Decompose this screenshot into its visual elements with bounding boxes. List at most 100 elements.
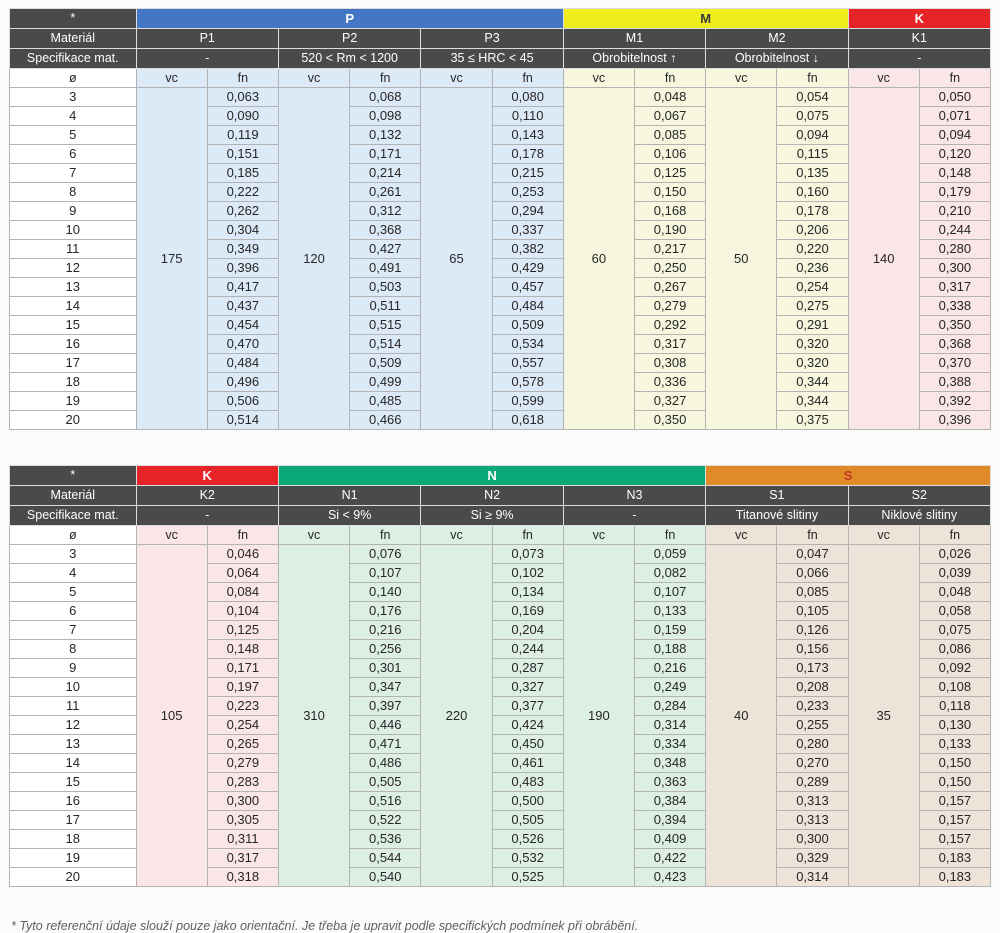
fn-value-M2: 0,206 [776, 220, 849, 240]
vc-value-P1: 175 [135, 87, 208, 430]
vc-value-S2: 35 [847, 544, 920, 887]
group-header-K: K [135, 465, 279, 486]
fn-value-P1: 0,185 [206, 163, 279, 183]
fn-value-M1: 0,308 [633, 353, 707, 373]
fn-value-K2: 0,318 [206, 867, 279, 887]
fn-value-S1: 0,233 [776, 696, 849, 716]
vc-header-K2: vc [135, 525, 208, 545]
material-P3: P3 [420, 28, 564, 49]
fn-value-P2: 0,214 [349, 163, 422, 183]
material-M1: M1 [562, 28, 707, 49]
fn-value-S2: 0,118 [918, 696, 992, 716]
fn-value-S1: 0,300 [776, 829, 849, 849]
fn-value-K2: 0,125 [206, 620, 279, 640]
fn-value-N3: 0,188 [633, 639, 707, 659]
material-S2: S2 [847, 485, 992, 506]
fn-value-M2: 0,094 [776, 125, 849, 145]
fn-value-P3: 0,557 [491, 353, 564, 373]
diameter-value: 16 [9, 334, 137, 354]
fn-value-K2: 0,311 [206, 829, 279, 849]
fn-value-M1: 0,106 [633, 144, 707, 164]
table-block-bottom: * K N S Materiál K2 N1 N2 N3 S1 S2 Specifikace mat.… [9, 465, 992, 887]
table-row: 11 0,223 0,397 0,377 0,284 0,233 0,118 [9, 696, 992, 716]
table-row: 19 0,317 0,544 0,532 0,422 0,329 0,183 [9, 848, 992, 868]
fn-value-K2: 0,300 [206, 791, 279, 811]
table-row: 12 0,254 0,446 0,424 0,314 0,255 0,130 [9, 715, 992, 735]
diameter-value: 5 [9, 582, 137, 602]
fn-value-N2: 0,244 [491, 639, 564, 659]
fn-value-P2: 0,503 [349, 277, 422, 297]
fn-value-P3: 0,382 [491, 239, 564, 259]
vc-value-K2: 105 [135, 544, 208, 887]
table-row: 3 175 0,063 120 0,068 65 0,080 60 0,048 50 0,054 14… [9, 87, 992, 430]
spec-label: Specifikace mat. [9, 48, 137, 69]
fn-value-N1: 0,176 [349, 601, 422, 621]
fn-value-N1: 0,076 [349, 544, 422, 564]
fn-value-M1: 0,350 [633, 410, 707, 430]
fn-value-N1: 0,397 [349, 696, 422, 716]
fn-value-K1: 0,396 [918, 410, 992, 430]
material-K1: K1 [847, 28, 992, 49]
diameter-value: 20 [9, 867, 137, 887]
fn-value-N2: 0,327 [491, 677, 564, 697]
diameter-value: 17 [9, 810, 137, 830]
fn-value-S2: 0,157 [918, 829, 992, 849]
fn-value-P1: 0,437 [206, 296, 279, 316]
units-row: ø vc fn vc fn vc fn vc fn vc fn vc fn [9, 525, 992, 545]
diameter-value: 9 [9, 201, 137, 221]
spec-S1: Titanové slitiny [705, 505, 849, 526]
fn-value-N3: 0,334 [633, 734, 707, 754]
fn-header-N1: fn [349, 525, 422, 545]
fn-value-N3: 0,082 [633, 563, 707, 583]
fn-value-N2: 0,204 [491, 620, 564, 640]
fn-value-N2: 0,134 [491, 582, 564, 602]
fn-value-S1: 0,047 [776, 544, 849, 564]
fn-header-K2: fn [206, 525, 279, 545]
diameter-value: 12 [9, 715, 137, 735]
table-row: 10 0,197 0,347 0,327 0,249 0,208 0,108 [9, 677, 992, 697]
fn-value-P3: 0,534 [491, 334, 564, 354]
fn-value-S1: 0,156 [776, 639, 849, 659]
table-row: 13 0,417 0,503 0,457 0,267 0,254 0,317 [9, 277, 992, 297]
fn-value-K2: 0,317 [206, 848, 279, 868]
spec-N1: Si < 9% [277, 505, 422, 526]
fn-value-S1: 0,105 [776, 601, 849, 621]
fn-value-P2: 0,466 [349, 410, 422, 430]
fn-value-P3: 0,253 [491, 182, 564, 202]
group-header-N: N [277, 465, 707, 486]
corner-cell: * [9, 8, 137, 29]
fn-value-S1: 0,255 [776, 715, 849, 735]
diameter-value: 8 [9, 639, 137, 659]
group-header-K: K [847, 8, 992, 29]
fn-header-S2: fn [918, 525, 992, 545]
fn-value-K2: 0,148 [206, 639, 279, 659]
fn-value-S1: 0,270 [776, 753, 849, 773]
fn-value-N3: 0,249 [633, 677, 707, 697]
fn-value-P2: 0,427 [349, 239, 422, 259]
group-header-S: S [705, 465, 991, 486]
fn-value-P1: 0,090 [206, 106, 279, 126]
diameter-value: 13 [9, 277, 137, 297]
fn-value-S1: 0,329 [776, 848, 849, 868]
material-label: Materiál [9, 485, 137, 506]
fn-value-S2: 0,086 [918, 639, 992, 659]
fn-value-K2: 0,265 [206, 734, 279, 754]
fn-value-N2: 0,377 [491, 696, 564, 716]
fn-value-P1: 0,417 [206, 277, 279, 297]
units-row: ø vc fn vc fn vc fn vc fn vc fn vc fn [9, 68, 992, 88]
diameter-label: ø [9, 68, 137, 88]
fn-value-P2: 0,132 [349, 125, 422, 145]
fn-value-N1: 0,446 [349, 715, 422, 735]
spec-M1: Obrobitelnost ↑ [562, 48, 707, 69]
fn-value-M2: 0,220 [776, 239, 849, 259]
vc-value-N2: 220 [420, 544, 493, 887]
fn-value-N3: 0,409 [633, 829, 707, 849]
fn-value-P3: 0,337 [491, 220, 564, 240]
fn-value-N1: 0,486 [349, 753, 422, 773]
fn-value-N2: 0,450 [491, 734, 564, 754]
diameter-value: 14 [9, 296, 137, 316]
fn-value-P2: 0,514 [349, 334, 422, 354]
vc-header-K1: vc [847, 68, 920, 88]
fn-value-N2: 0,102 [491, 563, 564, 583]
vc-value-P2: 120 [277, 87, 351, 430]
